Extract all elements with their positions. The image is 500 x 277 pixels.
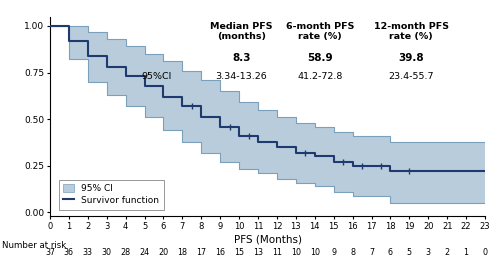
Text: 6-month PFS
rate (%): 6-month PFS rate (%) [286, 22, 354, 41]
Text: 95%CI: 95%CI [142, 73, 172, 81]
Text: Median PFS
(months): Median PFS (months) [210, 22, 272, 41]
Text: 33: 33 [83, 248, 93, 257]
Text: 9: 9 [331, 248, 336, 257]
Text: 28: 28 [120, 248, 130, 257]
Text: 16: 16 [215, 248, 225, 257]
Text: 0: 0 [482, 248, 488, 257]
Text: 7: 7 [369, 248, 374, 257]
Text: 17: 17 [196, 248, 206, 257]
Text: 10: 10 [310, 248, 320, 257]
Text: 2: 2 [444, 248, 450, 257]
Text: 39.8: 39.8 [398, 53, 424, 63]
Text: 23.4-55.7: 23.4-55.7 [388, 73, 434, 81]
Text: 24: 24 [140, 248, 149, 257]
Text: 36: 36 [64, 248, 74, 257]
Legend: 95% CI, Survivor function: 95% CI, Survivor function [59, 179, 164, 210]
Text: 58.9: 58.9 [307, 53, 332, 63]
Text: 41.2-72.8: 41.2-72.8 [297, 73, 343, 81]
X-axis label: PFS (Months): PFS (Months) [234, 235, 302, 245]
Text: 30: 30 [102, 248, 112, 257]
Text: 3: 3 [426, 248, 431, 257]
Text: Number at risk: Number at risk [2, 241, 67, 250]
Text: 37: 37 [45, 248, 55, 257]
Text: 8: 8 [350, 248, 355, 257]
Text: 12-month PFS
rate (%): 12-month PFS rate (%) [374, 22, 448, 41]
Text: 11: 11 [272, 248, 282, 257]
Text: 20: 20 [158, 248, 168, 257]
Text: 3.34-13.26: 3.34-13.26 [216, 73, 268, 81]
Text: 1: 1 [464, 248, 468, 257]
Text: 5: 5 [407, 248, 412, 257]
Text: 13: 13 [253, 248, 263, 257]
Text: 15: 15 [234, 248, 244, 257]
Text: 18: 18 [178, 248, 188, 257]
Text: 8.3: 8.3 [232, 53, 250, 63]
Text: 6: 6 [388, 248, 393, 257]
Text: 10: 10 [291, 248, 301, 257]
